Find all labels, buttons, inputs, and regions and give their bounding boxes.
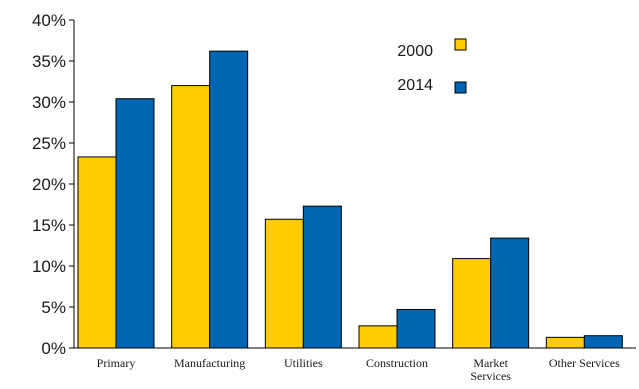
y-tick-label: 35% [32,52,66,71]
x-axis: Primary Manufacturing Utilities Constructio… [74,347,636,383]
legend-label-2000: 2000 [397,43,433,60]
x-tick-label-line: Manufacturing [174,356,245,370]
x-tick-label-line: Construction [366,356,428,370]
bar-2000 [77,156,117,349]
bar-2014 [115,98,155,349]
legend-swatch-2000 [454,38,467,51]
x-tick-label: Other Services [549,356,620,370]
bars [77,50,623,349]
bar-2014 [396,308,436,349]
x-tick-label: Utilities [284,356,323,370]
x-tick-label-line: Services [470,369,511,383]
y-tick-label: 40% [32,11,66,30]
x-tick-label-line: Utilities [284,356,323,370]
x-tick-label-line: Market [473,356,508,370]
bar-2000 [264,218,304,349]
y-tick-label: 20% [32,175,66,194]
legend-swatch-2014 [454,81,467,94]
bar-2000 [545,336,585,349]
bar-2014 [490,237,530,349]
bar-2000 [171,85,211,349]
bar-2000 [358,325,398,349]
y-tick-label: 15% [32,216,66,235]
bar-2014 [209,50,249,349]
y-tick-label: 30% [32,93,66,112]
x-tick-label-line: Primary [97,356,136,370]
x-tick-label-line: Other Services [549,356,620,370]
x-tick-label: Market Services [470,356,511,383]
legend: 2000 2014 [397,38,467,94]
x-tick-label: Construction [366,356,428,370]
bar-2000 [452,258,492,349]
y-axis: 0% 5% 10% 15% 20% 25% 30% 35% 40% [32,11,75,358]
x-tick-label: Manufacturing [174,356,245,370]
y-tick-label: 25% [32,134,66,153]
bar-2014 [302,205,342,349]
legend-label-2014: 2014 [397,77,433,94]
bar-2014 [583,335,623,349]
y-tick-label: 0% [41,339,66,358]
y-tick-label: 5% [41,298,66,317]
y-tick-label: 10% [32,257,66,276]
x-tick-label: Primary [97,356,136,370]
